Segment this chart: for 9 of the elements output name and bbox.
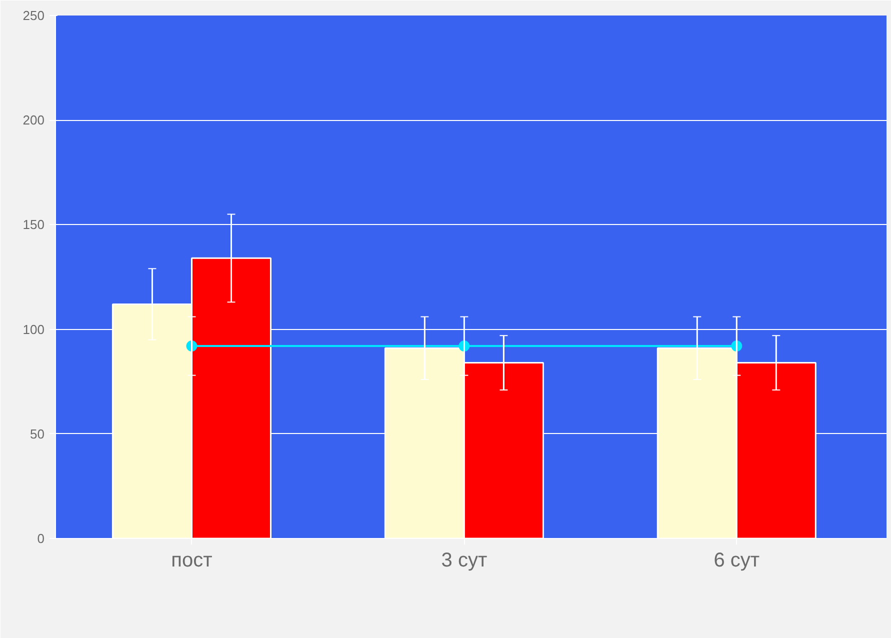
y-tick-label: 100 (22, 322, 45, 337)
x-tick-label: 3 сут (441, 550, 488, 572)
y-tick-label: 0 (37, 531, 45, 546)
y-tick-label: 50 (30, 426, 45, 442)
x-tick-label: 6 сут (714, 550, 760, 572)
y-tick-label: 150 (22, 217, 45, 232)
y-tick-label: 200 (22, 112, 45, 128)
x-tick-label: пост (171, 550, 212, 572)
y-tick-label: 250 (22, 8, 45, 23)
